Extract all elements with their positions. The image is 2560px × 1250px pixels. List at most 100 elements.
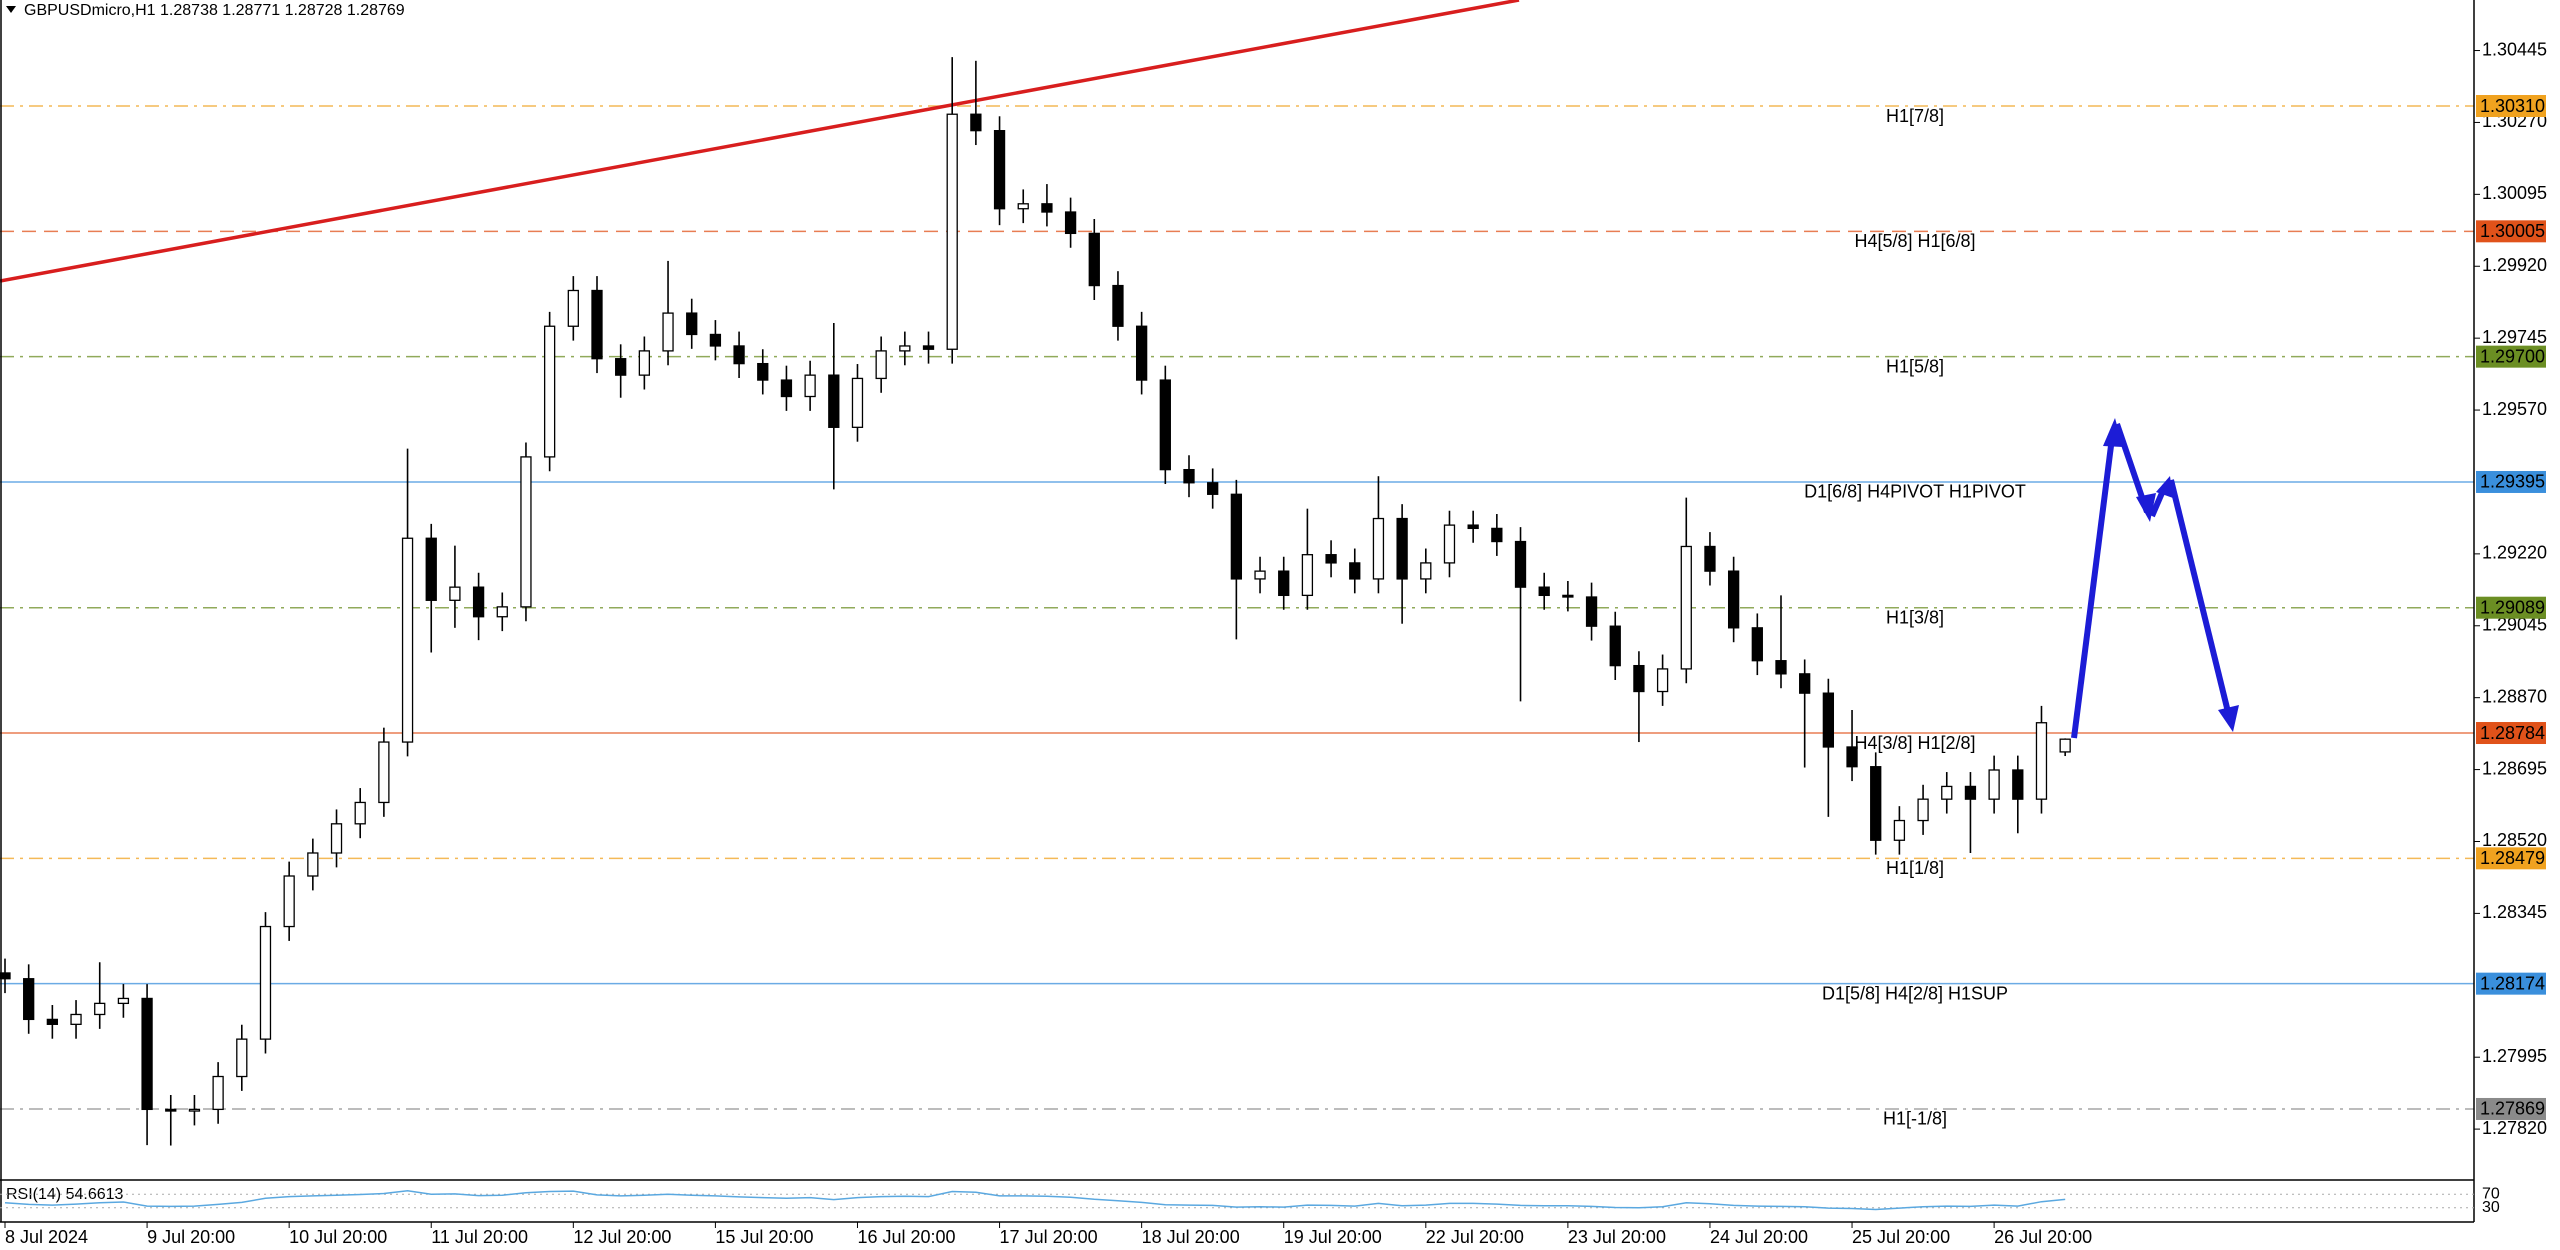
x-tick-label: 15 Jul 20:00: [715, 1227, 813, 1247]
level-price-label: 1.29089: [2480, 597, 2545, 617]
y-tick-label: 1.29570: [2482, 399, 2547, 419]
candle-body: [2012, 769, 2024, 800]
arrowhead: [2218, 705, 2239, 732]
candle-body: [1159, 379, 1171, 471]
candle-body: [709, 333, 722, 347]
y-tick-label: 1.27820: [2482, 1118, 2547, 1138]
candle-body: [2059, 738, 2071, 753]
candle-body: [1846, 746, 1858, 768]
rsi-tick-label: 70: [2482, 1185, 2500, 1202]
candle-body: [780, 379, 793, 398]
candle-body: [1135, 325, 1148, 381]
arrow-up: [2071, 429, 2116, 739]
y-tick-label: 1.28520: [2482, 830, 2547, 850]
candle-body: [1799, 673, 1811, 694]
candle-body: [1301, 554, 1314, 597]
candle-body: [496, 606, 508, 618]
arrowhead: [2103, 418, 2123, 447]
candle-body: [1396, 517, 1408, 580]
candle-body: [567, 289, 579, 327]
candle-body: [1656, 668, 1669, 693]
candle-body: [2035, 722, 2048, 800]
level-label: H1[5/8]: [1886, 356, 1944, 376]
candle-body: [330, 823, 343, 854]
level-label: H1[7/8]: [1886, 106, 1944, 126]
y-tick-label: 1.27995: [2482, 1046, 2547, 1066]
x-tick-label: 25 Jul 20:00: [1852, 1227, 1950, 1247]
y-tick-label: 1.30095: [2482, 183, 2547, 203]
level-price-box: [2476, 596, 2546, 619]
candle-body: [1822, 692, 1835, 748]
candle-body: [1704, 545, 1716, 572]
candle-body: [425, 537, 437, 601]
candle-body: [828, 374, 840, 428]
candle-body: [401, 537, 414, 743]
candle-body: [1254, 570, 1266, 580]
symbol-header: GBPUSDmicro,H1 1.28738 1.28771 1.28728 1…: [24, 2, 405, 19]
candle-body: [1775, 660, 1787, 675]
candle-body: [1041, 203, 1053, 213]
x-tick-label: 8 Jul 2024: [5, 1227, 88, 1247]
rsi-line: [4, 1190, 2066, 1211]
x-tick-label: 19 Jul 20:00: [1284, 1227, 1382, 1247]
candle-body: [70, 1013, 82, 1025]
candle-body: [733, 345, 745, 365]
candle-body: [1751, 627, 1763, 662]
trend-line: [0, 0, 1520, 283]
level-label: H1[1/8]: [1886, 858, 1944, 878]
y-tick-label: 1.28695: [2482, 758, 2547, 778]
y-tick-label: 1.29745: [2482, 327, 2547, 347]
candle-body: [970, 113, 982, 132]
level-price-label: 1.29700: [2480, 346, 2545, 366]
candle-body: [1230, 493, 1243, 580]
level-price-box: [2476, 1097, 2546, 1120]
candle-body: [23, 978, 35, 1021]
candle-body: [283, 875, 295, 928]
candles: [0, 57, 2071, 1146]
candle-body: [449, 586, 461, 601]
level-price-box: [2476, 722, 2546, 745]
levels: H1[7/8] H4[5/8] H1[6/8] H1[5/8] D1[6/8] H4P…: [0, 105, 2474, 1129]
level-label: H1[3/8]: [1886, 607, 1944, 627]
candle-body: [1017, 203, 1029, 210]
candle-body: [1183, 468, 1195, 484]
candle-body: [1964, 785, 1977, 800]
candle-body: [1680, 545, 1692, 670]
level-price-box: [2476, 972, 2546, 995]
level-label: H4[5/8] H1[6/8]: [1854, 231, 1975, 251]
arrow-down: [2168, 479, 2232, 717]
x-tick-label: 10 Jul 20:00: [289, 1227, 387, 1247]
candle-body: [1491, 527, 1503, 543]
x-tick-label: 11 Jul 20:00: [431, 1227, 528, 1247]
candle-body: [993, 130, 1006, 210]
level-price-label: 1.29395: [2480, 472, 2545, 492]
candle-body: [543, 325, 556, 458]
candle-body: [117, 997, 130, 1005]
x-tick-label: 26 Jul 20:00: [1994, 1227, 2092, 1247]
candle-body: [591, 289, 603, 360]
candle-body: [1325, 554, 1337, 564]
tick-labels: 1.304451.302701.300951.299201.297451.295…: [4, 39, 2547, 1247]
level-price-label: 1.30005: [2480, 221, 2545, 241]
candle-body: [899, 345, 911, 352]
axes: [0, 0, 2475, 1223]
x-tick-label: 12 Jul 20:00: [573, 1227, 671, 1247]
level-price-label: 1.28174: [2480, 973, 2545, 993]
candle-body: [1349, 562, 1361, 580]
menu-triangle: [6, 6, 16, 13]
level-price-label: 1.28784: [2480, 723, 2545, 743]
level-price-box: [2476, 470, 2546, 493]
candle-body: [946, 113, 958, 350]
candle-body: [307, 852, 319, 877]
candle-body: [1562, 594, 1574, 598]
candle-body: [1870, 766, 1882, 841]
candle-body: [1420, 562, 1432, 580]
level-price-box: [2476, 847, 2546, 870]
candle-body: [615, 358, 627, 376]
candle-body: [1538, 586, 1550, 597]
candle-body: [1941, 785, 1953, 800]
y-tick-label: 1.28345: [2482, 902, 2547, 922]
candle-body: [662, 312, 674, 352]
